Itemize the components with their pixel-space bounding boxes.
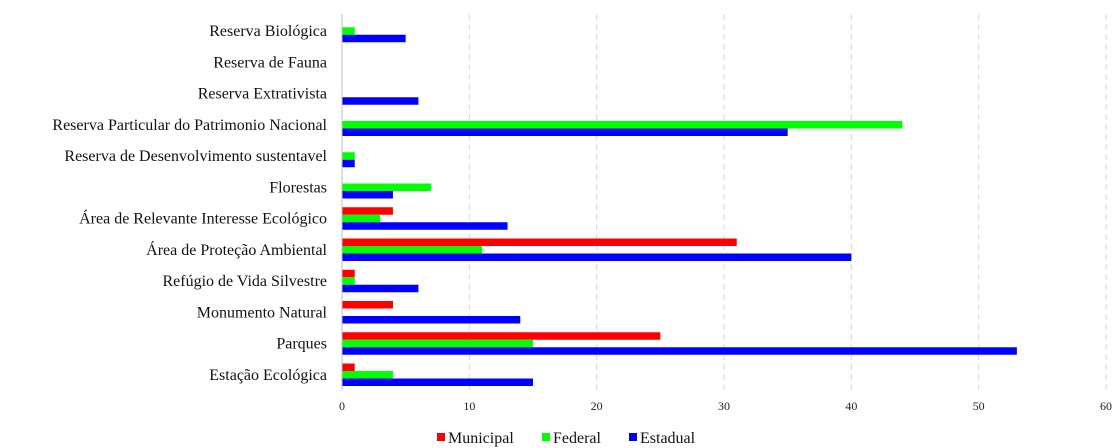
bar-estadual-parques — [342, 347, 1017, 355]
bar-municipal-monumento-natural — [342, 301, 393, 309]
category-label: Reserva Biológica — [209, 23, 327, 40]
bars — [342, 27, 1017, 386]
bar-municipal-parques — [342, 332, 661, 340]
grid-lines — [468, 14, 1107, 390]
legend-swatch-estadual — [629, 433, 637, 441]
bar-estadual-estacao-ecologica — [342, 378, 533, 386]
x-tick-labels: 0 10 20 30 40 50 60 — [339, 399, 1112, 413]
legend: Municipal Federal Estadual — [437, 430, 696, 447]
bar-estadual-area-de-relevante-interesse-ecologico — [342, 222, 508, 230]
category-label: Parques — [276, 336, 327, 353]
x-tick-label: 40 — [845, 399, 857, 413]
legend-swatch-municipal — [437, 433, 445, 441]
bar-estadual-reserva-de-desenvolvimento-sustentavel — [342, 159, 355, 168]
bar-municipal-area-de-relevante-interesse-ecologico — [342, 207, 393, 215]
x-tick-label: 60 — [1100, 399, 1112, 413]
category-label: Monumento Natural — [197, 304, 328, 321]
x-tick-label: 20 — [591, 399, 603, 413]
bar-federal-parques — [342, 339, 533, 348]
x-tick-label: 50 — [973, 399, 985, 413]
x-tick-label: 30 — [718, 399, 730, 413]
bar-municipal-area-de-protecao-ambiental — [342, 238, 737, 246]
category-label: Área de Relevante Interesse Ecológico — [79, 209, 327, 228]
category-label: Área de Proteção Ambiental — [146, 240, 327, 259]
bar-federal-refugio-de-vida-silvestre — [342, 277, 355, 285]
category-labels: Reserva Biológica Reserva de Fauna Reserva… — [52, 23, 327, 384]
bar-estadual-area-de-protecao-ambiental — [342, 253, 852, 261]
bar-federal-florestas — [342, 183, 432, 191]
bar-estadual-refugio-de-vida-silvestre — [342, 284, 419, 293]
bar-estadual-reserva-particular-do-patrimonio-nacional — [342, 128, 788, 136]
legend-label-federal: Federal — [553, 430, 602, 447]
x-tick-label: 0 — [339, 399, 345, 413]
bar-estadual-reserva-biologica — [342, 34, 406, 43]
bar-federal-reserva-particular-do-patrimonio-nacional — [342, 121, 903, 129]
category-label: Reserva de Desenvolvimento sustentavel — [64, 148, 327, 165]
category-label: Reserva Particular do Patrimonio Naciona… — [52, 117, 327, 134]
bar-municipal-refugio-de-vida-silvestre — [342, 269, 355, 278]
bar-federal-area-de-relevante-interesse-ecologico — [342, 214, 381, 223]
legend-label-municipal: Municipal — [448, 430, 514, 447]
category-label: Reserva Extrativista — [198, 86, 327, 103]
legend-swatch-federal — [542, 433, 550, 441]
bar-federal-reserva-biologica — [342, 27, 355, 35]
bar-estadual-monumento-natural — [342, 316, 521, 324]
category-label: Reserva de Fauna — [213, 54, 327, 71]
bar-federal-estacao-ecologica — [342, 371, 393, 379]
bar-municipal-estacao-ecologica — [342, 363, 355, 371]
legend-label-estadual: Estadual — [640, 430, 696, 447]
bar-federal-area-de-protecao-ambiental — [342, 246, 483, 254]
category-label: Estação Ecológica — [209, 367, 327, 384]
x-tick-label: 10 — [463, 399, 475, 413]
bar-estadual-reserva-extrativista — [342, 97, 419, 105]
category-label: Florestas — [269, 179, 327, 196]
bar-estadual-florestas — [342, 191, 393, 199]
bar-federal-reserva-de-desenvolvimento-sustentavel — [342, 152, 355, 160]
category-label: Refúgio de Vida Silvestre — [163, 273, 328, 290]
